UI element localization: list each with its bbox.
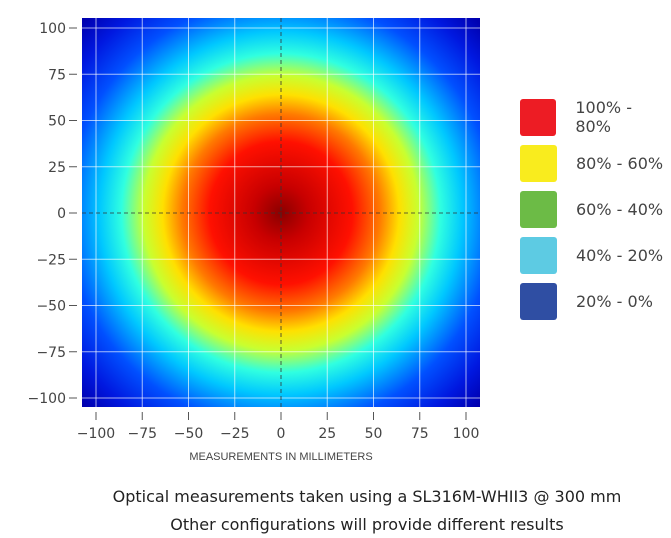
legend-label: 100% - 80% (575, 98, 632, 136)
x-tick-label: 75 (411, 426, 429, 442)
y-tick-label: −75 (36, 345, 66, 361)
legend-swatch (520, 236, 557, 274)
legend-swatch (520, 98, 557, 136)
x-axis-label: MEASUREMENTS IN MILLIMETERS (189, 451, 372, 463)
legend-label: 60% - 40% (576, 199, 664, 219)
heatmap-chart: −100 −75 −50 −25 0 25 50 75 100 100 75 50 25 0 −25 −50 −… (28, 18, 480, 463)
legend-swatch (520, 282, 557, 320)
x-tick-label: −100 (77, 426, 115, 442)
legend-swatch (520, 144, 557, 182)
caption-line-1: Optical measurements taken using a SL316… (112, 487, 622, 506)
y-tick-label: 100 (39, 21, 66, 37)
legend-label: 40% - 20% (576, 245, 664, 265)
legend-item: 100% - 80% (520, 91, 671, 143)
legend-item: 80% - 60% (520, 137, 671, 189)
legend-label: 20% - 0% (576, 291, 653, 311)
y-tick-label: 50 (48, 114, 66, 130)
y-tick-label: 25 (48, 160, 66, 176)
y-tick-label: 0 (57, 206, 66, 222)
y-tick-label: −50 (36, 299, 66, 315)
y-tick-label: 75 (48, 67, 66, 83)
x-tick-label: 100 (453, 426, 480, 442)
y-tick-label: −100 (28, 391, 66, 407)
legend-label: 80% - 60% (576, 153, 664, 173)
legend-item: 40% - 20% (520, 229, 671, 281)
x-tick-label: 50 (365, 426, 383, 442)
x-tick-label: −50 (174, 426, 204, 442)
x-tick-label: 25 (318, 426, 336, 442)
x-tick-label: −25 (220, 426, 250, 442)
legend-item: 20% - 0% (520, 275, 671, 327)
legend-item: 60% - 40% (520, 183, 671, 235)
y-tick-label: −25 (36, 252, 66, 268)
legend: 100% - 80% 80% - 60% 60% - 40% 40% - 20%… (520, 91, 671, 321)
x-tick-label: 0 (277, 426, 286, 442)
x-tick-label: −75 (127, 426, 157, 442)
caption-line-2: Other configurations will provide differ… (170, 515, 564, 534)
legend-swatch (520, 190, 557, 228)
